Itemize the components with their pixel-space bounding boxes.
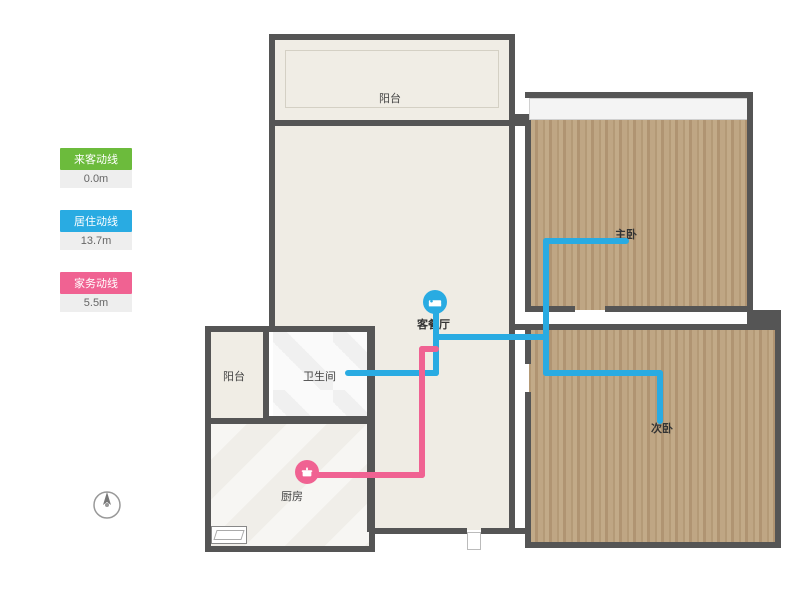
legend-guest-value: 0.0m [60, 170, 132, 188]
path-chores-seg [419, 346, 425, 478]
path-chores-seg [419, 346, 439, 352]
legend-living: 居住动线 13.7m [60, 210, 132, 250]
bed-icon [428, 295, 442, 309]
legend-chores-label: 家务动线 [60, 272, 132, 294]
room-second-bed [529, 328, 777, 544]
label-kitchen: 厨房 [281, 488, 303, 504]
compass-icon [90, 488, 124, 522]
path-living-seg [543, 238, 629, 244]
door-entry [467, 532, 481, 550]
path-living-seg [657, 370, 663, 424]
path-living-seg [433, 334, 549, 340]
room-living-dining [273, 126, 511, 330]
window-sill-master [529, 98, 749, 120]
kitchen-vent [211, 526, 247, 544]
node-chores-icon [295, 460, 319, 484]
label-bathroom: 卫生间 [303, 368, 336, 384]
path-living-seg [543, 238, 549, 340]
floorplan: 阳台 客餐厅 主卧 次卧 卫生间 厨房 阳台 [195, 28, 785, 586]
pot-icon [300, 465, 314, 479]
legend-chores: 家务动线 5.5m [60, 272, 132, 312]
label-balcony-top: 阳台 [379, 90, 401, 106]
legend-living-label: 居住动线 [60, 210, 132, 232]
path-chores-seg [313, 472, 425, 478]
legend-chores-value: 5.5m [60, 294, 132, 312]
room-living-lower [373, 330, 511, 530]
room-master-bed [529, 120, 749, 310]
legend-guest: 来客动线 0.0m [60, 148, 132, 188]
legend: 来客动线 0.0m 居住动线 13.7m 家务动线 5.5m [60, 148, 132, 334]
legend-living-value: 13.7m [60, 232, 132, 250]
path-living-seg [433, 308, 439, 376]
path-living-seg [543, 370, 663, 376]
node-living-icon [423, 290, 447, 314]
label-balcony-side: 阳台 [223, 368, 245, 384]
legend-guest-label: 来客动线 [60, 148, 132, 170]
